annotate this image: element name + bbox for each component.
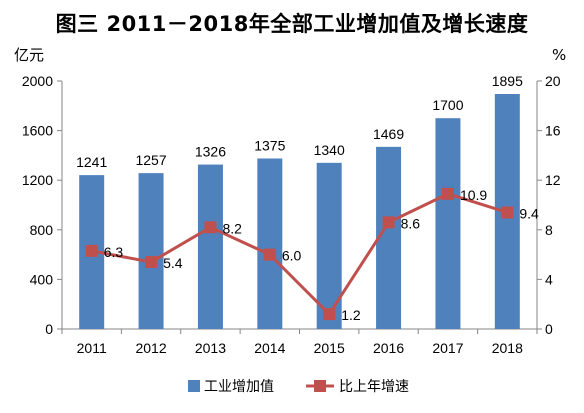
bar-value-label: 1257	[135, 152, 166, 168]
y-right-tick-label: 12	[545, 172, 561, 188]
bar-2014	[257, 158, 283, 329]
growth-value-label: 6.3	[104, 244, 124, 260]
y-left-tick-label: 400	[30, 271, 54, 287]
growth-marker-2016	[382, 216, 395, 229]
x-tick-label: 2015	[314, 340, 345, 356]
x-tick-label: 2016	[373, 340, 404, 356]
growth-value-label: 10.9	[460, 187, 487, 203]
growth-marker-2012	[145, 256, 158, 269]
x-tick-label: 2014	[254, 340, 285, 356]
x-tick-label: 2012	[135, 340, 166, 356]
growth-marker-2013	[204, 221, 217, 234]
growth-marker-2017	[441, 187, 454, 200]
y-right-tick-label: 0	[545, 321, 553, 337]
bar-value-label: 1326	[195, 144, 226, 160]
y-right-tick-label: 8	[545, 222, 553, 238]
bar-value-label: 1895	[492, 73, 523, 89]
y-left-tick-label: 1600	[22, 123, 53, 139]
bar-2012	[138, 173, 164, 329]
x-tick-label: 2017	[432, 340, 463, 356]
y-right-tick-label: 20	[545, 73, 561, 89]
growth-value-label: 8.2	[222, 220, 242, 236]
legend-swatch-marker	[314, 380, 326, 392]
y-left-tick-label: 0	[45, 321, 53, 337]
bar-value-label: 1241	[76, 154, 107, 170]
growth-value-label: 9.4	[519, 205, 539, 221]
x-tick-label: 2011	[77, 340, 107, 356]
growth-value-label: 6.0	[282, 248, 302, 264]
legend-label-bar: 工业增加值	[204, 379, 274, 395]
growth-marker-2014	[263, 248, 276, 261]
y-left-tick-label: 1200	[22, 172, 53, 188]
bar-value-label: 1700	[432, 97, 463, 113]
bar-value-label: 1469	[373, 126, 404, 142]
y-left-tick-label: 800	[30, 222, 54, 238]
y-right-tick-label: 16	[545, 123, 561, 139]
growth-marker-2015	[323, 308, 336, 321]
growth-value-label: 5.4	[163, 255, 183, 271]
y-left-tick-label: 2000	[22, 73, 53, 89]
y-left-unit: 亿元	[14, 46, 44, 64]
x-tick-label: 2013	[195, 340, 226, 356]
growth-value-label: 8.6	[401, 215, 421, 231]
y-right-unit: %	[552, 46, 566, 64]
x-tick-label: 2018	[492, 340, 523, 356]
growth-marker-2018	[501, 206, 514, 219]
growth-line	[91, 192, 508, 316]
legend-label-line: 比上年增速	[339, 379, 409, 395]
chart-title: 图三 2011－2018年全部工业增加值及增长速度	[55, 12, 529, 36]
bar-value-label: 1340	[314, 142, 345, 158]
bar-value-label: 1375	[254, 138, 285, 154]
bar-2013	[197, 164, 223, 329]
growth-value-label: 1.2	[341, 307, 361, 323]
y-right-tick-label: 4	[545, 271, 553, 287]
bar-2017	[435, 118, 461, 329]
growth-marker-2011	[85, 244, 98, 257]
legend-swatch-bar	[188, 380, 200, 392]
